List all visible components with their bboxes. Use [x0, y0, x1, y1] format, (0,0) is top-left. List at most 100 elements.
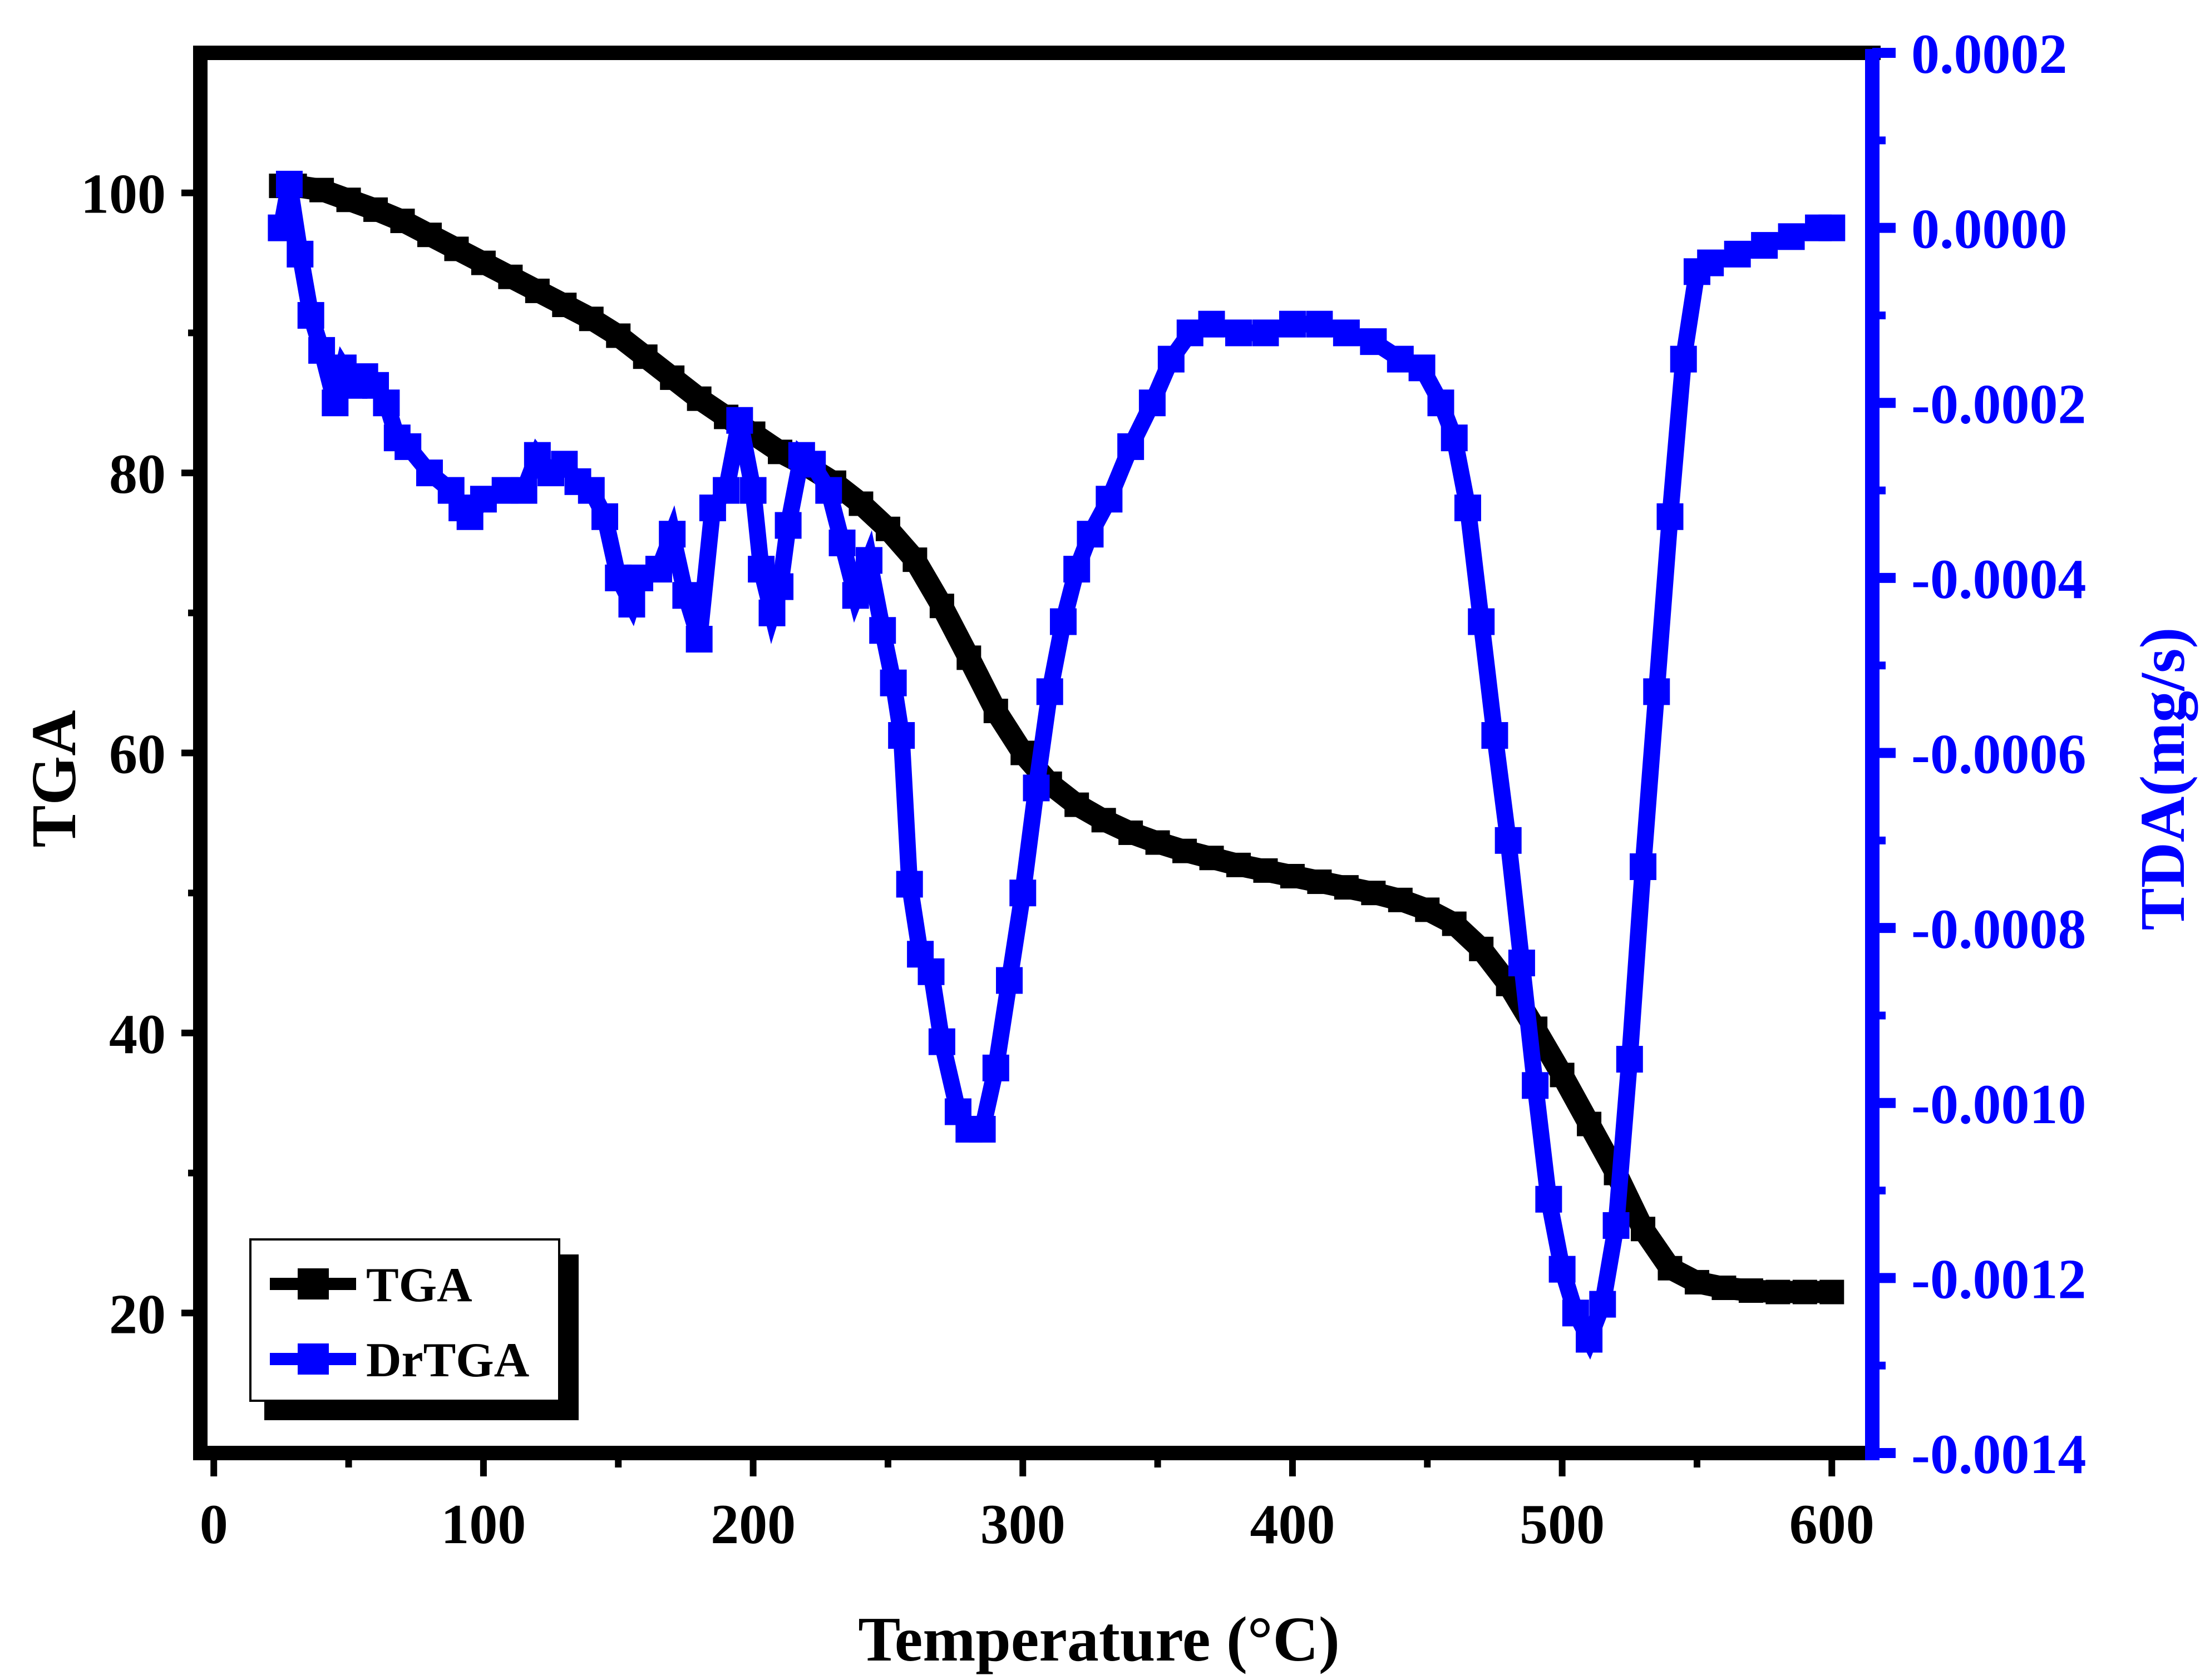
axis-ticks	[181, 48, 1896, 1476]
drtga-point	[1049, 608, 1077, 635]
drtga-point	[1009, 879, 1037, 907]
y2-tick-label: -0.0006	[1911, 723, 2086, 786]
drtga-point	[1063, 556, 1091, 583]
tga-point	[606, 323, 631, 348]
tga-point	[1388, 887, 1413, 912]
drtga-point	[1697, 249, 1724, 276]
drtga-point	[685, 625, 713, 653]
x-axis-title: Temperature (°C)	[858, 1604, 1340, 1674]
tga-point	[1658, 1256, 1683, 1281]
tga-point	[768, 439, 793, 465]
drtga-point	[1751, 232, 1778, 259]
tga-point	[525, 278, 550, 303]
tga-point	[956, 645, 981, 670]
drtga-point	[739, 477, 767, 504]
tga-point	[1172, 838, 1197, 863]
drtga-point	[1157, 345, 1185, 373]
tga-point	[1792, 1279, 1817, 1305]
drtga-point	[1562, 1299, 1589, 1327]
drtga-point	[1576, 1326, 1603, 1353]
tga-point	[1280, 863, 1305, 888]
drtga-point	[767, 573, 794, 600]
tga-point	[1118, 820, 1143, 845]
drtga-point	[591, 503, 619, 530]
series-layer	[268, 170, 1846, 1360]
drtga-point	[275, 170, 303, 197]
drtga-point	[510, 477, 537, 504]
drtga-point	[1724, 240, 1751, 268]
drtga-point	[1602, 1212, 1630, 1239]
drtga-point	[918, 958, 945, 985]
drtga-point	[1454, 495, 1481, 522]
drtga-point	[928, 1028, 955, 1055]
tga-point	[1819, 1279, 1844, 1305]
drtga-point	[1225, 319, 1252, 347]
drtga-point	[1616, 1046, 1643, 1073]
y-tick-label: 60	[109, 723, 166, 786]
drtga-series-markers	[268, 170, 1846, 1353]
tga-point	[1334, 875, 1359, 900]
tga-point	[849, 491, 874, 516]
drtga-point	[578, 477, 605, 504]
drtga-point	[1279, 310, 1306, 338]
tga-point	[498, 264, 523, 289]
tga-point	[552, 293, 577, 318]
x-tick-label: 300	[980, 1493, 1066, 1556]
drtga-point	[1427, 389, 1454, 417]
tga-point	[983, 698, 1008, 723]
tga-point	[363, 197, 388, 222]
drtga-point	[888, 722, 915, 749]
drtga-point	[1481, 722, 1508, 749]
y2-tick-label: 0.0002	[1911, 23, 2068, 86]
drtga-point	[799, 451, 826, 478]
drtga-point	[287, 240, 314, 268]
tga-point	[579, 307, 604, 332]
tga-point	[1711, 1275, 1737, 1300]
legend-drtga-label: DrTGA	[366, 1333, 529, 1387]
tga-point	[1577, 1111, 1602, 1137]
drtga-point	[1117, 433, 1145, 460]
drtga-point	[969, 1115, 996, 1143]
drtga-point	[1096, 486, 1123, 513]
tga-point	[1469, 936, 1494, 961]
drtga-point	[1656, 503, 1684, 530]
drtga-point	[880, 669, 907, 696]
drtga-point	[297, 302, 324, 329]
tga-point	[309, 177, 334, 202]
drtga-point	[1508, 950, 1535, 977]
tga-point	[875, 516, 900, 541]
y2-tick-label: -0.0002	[1911, 373, 2086, 436]
drtga-point	[1360, 328, 1387, 355]
drtga-point	[1818, 214, 1846, 241]
drtga-point	[1630, 853, 1657, 881]
tga-point	[1550, 1063, 1575, 1088]
tga-point	[1145, 830, 1170, 855]
drtga-point	[1589, 1291, 1616, 1318]
y-tick-label: 20	[109, 1283, 166, 1346]
x-tick-label: 500	[1520, 1493, 1605, 1556]
tga-point	[1765, 1279, 1790, 1305]
tga-point	[1631, 1217, 1656, 1242]
x-tick-label: 400	[1250, 1493, 1335, 1556]
tga-point	[444, 236, 469, 261]
drtga-point	[394, 433, 422, 460]
drtga-point	[726, 407, 753, 434]
drtga-point	[1333, 319, 1360, 347]
y-tick-label: 100	[81, 163, 166, 226]
drtga-point	[1306, 310, 1333, 338]
drtga-point	[828, 529, 856, 556]
y2-tick-label: -0.0014	[1911, 1423, 2086, 1486]
drtga-point	[856, 547, 882, 574]
y2-tick-label: -0.0004	[1911, 548, 2086, 611]
tga-point	[1442, 911, 1467, 936]
drtga-point	[1468, 608, 1495, 635]
tga-point	[1684, 1269, 1709, 1294]
drtga-point	[1522, 1072, 1549, 1099]
drtga-point	[982, 1054, 1009, 1081]
y2-tick-label: -0.0008	[1911, 898, 2086, 961]
drtga-point	[815, 477, 842, 504]
y2-axis-title: TDA(mg/s)	[2127, 627, 2198, 931]
drtga-point	[672, 582, 699, 609]
x-tick-label: 100	[441, 1493, 526, 1556]
